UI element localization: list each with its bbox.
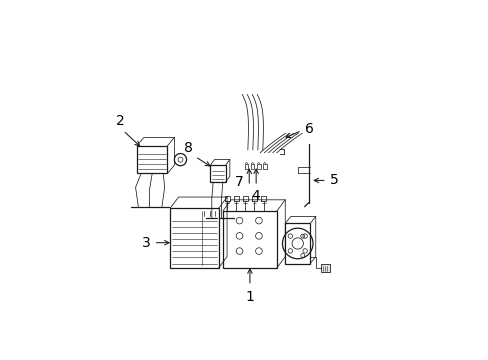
Bar [210, 165, 225, 182]
Bar [223, 211, 276, 268]
Text: 8: 8 [183, 141, 192, 155]
Bar [285, 223, 309, 264]
Bar [244, 164, 248, 169]
Text: 2: 2 [116, 114, 124, 128]
Bar [137, 146, 167, 174]
Text: 7: 7 [235, 175, 244, 189]
Text: 6: 6 [304, 122, 313, 136]
Text: 5: 5 [329, 174, 338, 188]
Bar [250, 164, 254, 169]
Text: 4: 4 [251, 189, 260, 203]
Text: 1: 1 [245, 290, 254, 304]
Bar [262, 164, 266, 169]
Bar [170, 208, 218, 268]
Bar [321, 264, 329, 272]
Bar [256, 164, 260, 169]
Text: 3: 3 [142, 236, 150, 250]
